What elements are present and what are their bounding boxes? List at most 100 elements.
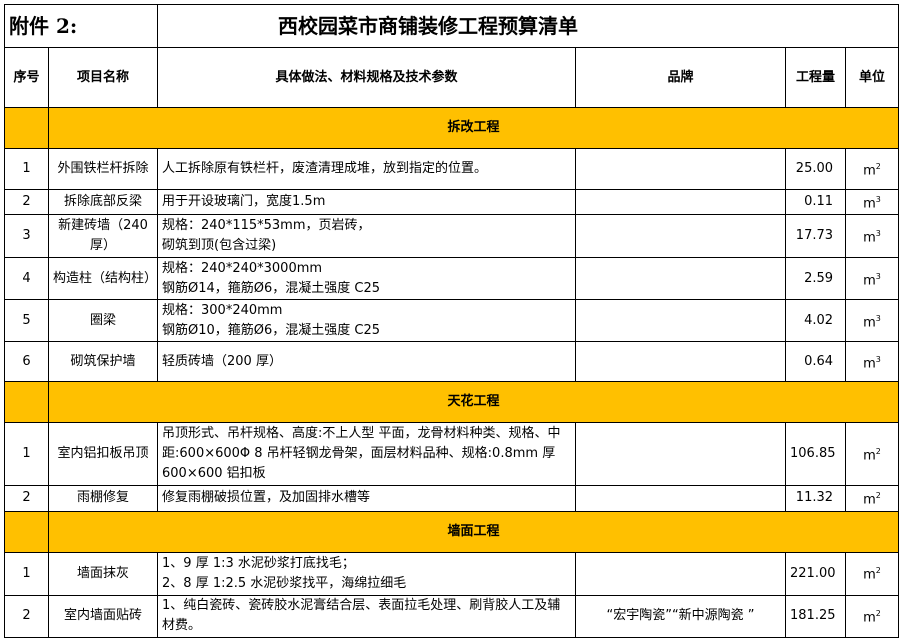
row-qty: 221.00 xyxy=(785,551,847,596)
row-unit: m3 xyxy=(845,299,900,343)
section-title: 天花工程 xyxy=(47,381,900,424)
row-no: 1 xyxy=(4,551,49,596)
unit-text: m xyxy=(863,230,876,246)
row-qty: 0.11 xyxy=(785,188,847,216)
row-name: 室内铝扣板吊顶 xyxy=(47,422,159,487)
unit-text: m xyxy=(863,272,876,288)
unit-exponent: 3 xyxy=(875,354,881,364)
row-name: 圈梁 xyxy=(47,299,159,343)
row-desc: 修复雨棚破损位置，及加固排水槽等 xyxy=(157,485,577,512)
section-blank xyxy=(4,107,49,149)
table-row: 3 新建砖墙（240厚） 规格：240*115*53mm，页岩砖， 砌筑到顶(包… xyxy=(4,214,900,259)
row-desc: 用于开设玻璃门，宽度1.5m xyxy=(157,188,577,216)
unit-exponent: 3 xyxy=(875,195,881,204)
unit-text: m xyxy=(863,492,876,508)
row-brand xyxy=(575,551,787,596)
header-qty: 工程量 xyxy=(785,47,847,108)
row-name: 砌筑保护墙 xyxy=(47,341,159,383)
row-unit: m2 xyxy=(845,551,900,596)
unit-text: m xyxy=(863,196,876,212)
row-no: 1 xyxy=(4,148,49,190)
section-row: 天花工程 xyxy=(4,381,900,424)
row-qty: 2.59 xyxy=(785,257,847,301)
unit-exponent: 3 xyxy=(875,313,881,323)
unit-exponent: 3 xyxy=(875,229,881,239)
table-row: 1 室内铝扣板吊顶 吊顶形式、吊杆规格、高度:不上人型 平面，龙骨材料种类、规格… xyxy=(4,422,900,487)
table-row: 1 外围铁栏杆拆除 人工拆除原有铁栏杆，废渣清理成堆，放到指定的位置。 25.0… xyxy=(4,148,900,190)
row-name: 构造柱（结构柱） xyxy=(47,257,159,301)
header-no: 序号 xyxy=(4,47,49,108)
row-desc: 规格：300*240mm 钢筋Ø10，箍筋Ø6，混凝土强度 C25 xyxy=(157,299,577,343)
table-row: 5 圈梁 规格：300*240mm 钢筋Ø10，箍筋Ø6，混凝土强度 C25 4… xyxy=(4,299,900,343)
section-title: 拆改工程 xyxy=(47,107,900,149)
unit-exponent: 2 xyxy=(875,447,881,457)
row-no: 2 xyxy=(4,485,49,512)
header-row: 序号 项目名称 具体做法、材料规格及技术参数 品牌 工程量 单位 xyxy=(4,47,900,108)
title-row: 附件 2: 西校园菜市商铺装修工程预算清单 xyxy=(3,4,900,48)
row-no: 5 xyxy=(4,299,49,343)
row-no: 2 xyxy=(4,594,49,638)
page-title: 西校园菜市商铺装修工程预算清单 xyxy=(157,4,900,48)
row-name: 室内墙面贴砖 xyxy=(47,594,159,638)
unit-text: m xyxy=(863,610,876,626)
row-name: 外围铁栏杆拆除 xyxy=(47,148,159,190)
row-no: 6 xyxy=(4,341,49,383)
header-unit: 单位 xyxy=(845,47,900,108)
section-blank xyxy=(4,510,49,553)
row-brand xyxy=(575,257,787,301)
row-qty: 25.00 xyxy=(785,148,847,190)
attachment-label: 附件 2: xyxy=(3,4,159,48)
row-name: 雨棚修复 xyxy=(47,485,159,512)
row-qty: 4.02 xyxy=(785,299,847,343)
row-desc: 规格：240*240*3000mm 钢筋Ø14，箍筋Ø6，混凝土强度 C25 xyxy=(157,257,577,301)
row-name: 新建砖墙（240厚） xyxy=(47,214,159,259)
section-blank xyxy=(4,381,49,424)
unit-exponent: 2 xyxy=(875,608,881,618)
row-unit: m3 xyxy=(845,188,900,216)
row-brand xyxy=(575,214,787,259)
row-desc: 吊顶形式、吊杆规格、高度:不上人型 平面，龙骨材料种类、规格、中距:600×60… xyxy=(157,422,577,487)
table-row: 2 雨棚修复 修复雨棚破损位置，及加固排水槽等 11.32 m2 xyxy=(4,485,900,512)
table-row: 1 墙面抹灰 1、9 厚 1:3 水泥砂浆打底找毛； 2、8 厚 1:2.5 水… xyxy=(4,551,900,596)
row-unit: m2 xyxy=(845,148,900,190)
unit-exponent: 2 xyxy=(875,491,881,501)
row-brand xyxy=(575,422,787,487)
row-brand xyxy=(575,341,787,383)
row-qty: 17.73 xyxy=(785,214,847,259)
row-desc: 规格：240*115*53mm，页岩砖， 砌筑到顶(包含过梁) xyxy=(157,214,577,259)
row-name: 墙面抹灰 xyxy=(47,551,159,596)
unit-exponent: 3 xyxy=(875,271,881,281)
row-desc: 1、纯白瓷砖、瓷砖胶水泥膏结合层、表面拉毛处理、刷背胶人工及辅材费。 xyxy=(157,594,577,638)
unit-text: m xyxy=(863,163,876,179)
row-desc: 轻质砖墙（200 厚） xyxy=(157,341,577,383)
row-qty: 0.64 xyxy=(785,341,847,383)
row-unit: m3 xyxy=(845,341,900,383)
table-row: 6 砌筑保护墙 轻质砖墙（200 厚） 0.64 m3 xyxy=(4,341,900,383)
row-unit: m3 xyxy=(845,214,900,259)
row-name: 拆除底部反梁 xyxy=(47,188,159,216)
row-desc: 1、9 厚 1:3 水泥砂浆打底找毛； 2、8 厚 1:2.5 水泥砂浆找平，海… xyxy=(157,551,577,596)
table-row: 4 构造柱（结构柱） 规格：240*240*3000mm 钢筋Ø14，箍筋Ø6，… xyxy=(4,257,900,301)
row-qty: 106.85 xyxy=(785,422,847,487)
row-brand xyxy=(575,299,787,343)
row-unit: m2 xyxy=(845,485,900,512)
row-brand xyxy=(575,188,787,216)
unit-exponent: 2 xyxy=(875,161,881,171)
unit-text: m xyxy=(863,567,876,583)
section-title: 墙面工程 xyxy=(47,510,900,553)
unit-exponent: 2 xyxy=(875,566,881,576)
row-unit: m3 xyxy=(845,257,900,301)
header-desc: 具体做法、材料规格及技术参数 xyxy=(157,47,577,108)
row-unit: m2 xyxy=(845,422,900,487)
row-brand: “宏宇陶瓷”“新中源陶瓷 ” xyxy=(575,594,787,638)
section-row: 拆改工程 xyxy=(4,107,900,149)
row-brand xyxy=(575,485,787,512)
table-row: 2 室内墙面贴砖 1、纯白瓷砖、瓷砖胶水泥膏结合层、表面拉毛处理、刷背胶人工及辅… xyxy=(4,594,900,638)
table-row: 2 拆除底部反梁 用于开设玻璃门，宽度1.5m 0.11 m3 xyxy=(4,188,900,216)
row-no: 3 xyxy=(4,214,49,259)
row-unit: m2 xyxy=(845,594,900,638)
row-qty: 181.25 xyxy=(785,594,847,638)
row-no: 1 xyxy=(4,422,49,487)
header-name: 项目名称 xyxy=(47,47,159,108)
budget-table: 附件 2: 西校园菜市商铺装修工程预算清单 序号 项目名称 具体做法、材料规格及… xyxy=(3,4,900,638)
